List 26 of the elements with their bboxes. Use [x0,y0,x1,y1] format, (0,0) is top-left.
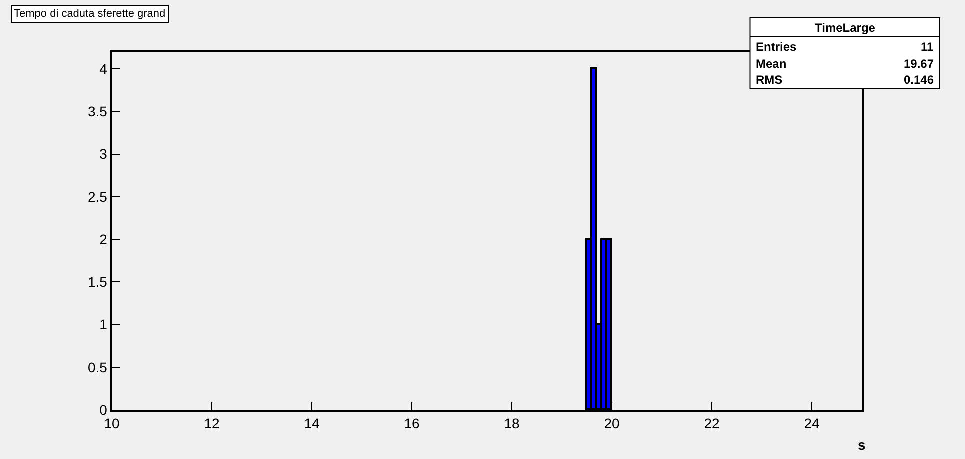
x-tick-label: 22 [704,416,720,432]
x-tick-label: 12 [204,416,220,432]
y-tick-label: 3 [100,146,108,162]
x-axis-title: s [858,437,866,453]
y-tick-label: 1 [100,316,108,333]
annotation: RMS [756,73,783,87]
text: 11 [921,40,934,54]
text: 19.67 [904,57,934,71]
text: 0.146 [904,73,934,87]
x-tick-label: 16 [404,416,420,432]
annotation: Mean [756,57,787,71]
x-tick-label: 14 [304,416,320,432]
y-tick-label: 0.5 [88,359,108,376]
y-tick-label: 2.5 [88,188,108,205]
annotation: Entries [756,40,798,54]
text: TimeLarge [815,21,876,35]
chart-title: Tempo di caduta sferette grand [14,8,166,20]
x-tick-label: 18 [504,416,520,432]
y-tick-label: 0 [100,402,108,418]
y-tick-label: 3.5 [88,104,108,120]
x-tick-label: 24 [804,416,820,432]
y-tick-label: 2 [100,231,108,248]
x-tick-label: 10 [104,416,120,432]
x-tick-label: 20 [604,416,620,432]
y-tick-label: 1.5 [88,274,108,290]
y-tick-label: 4 [100,60,108,77]
